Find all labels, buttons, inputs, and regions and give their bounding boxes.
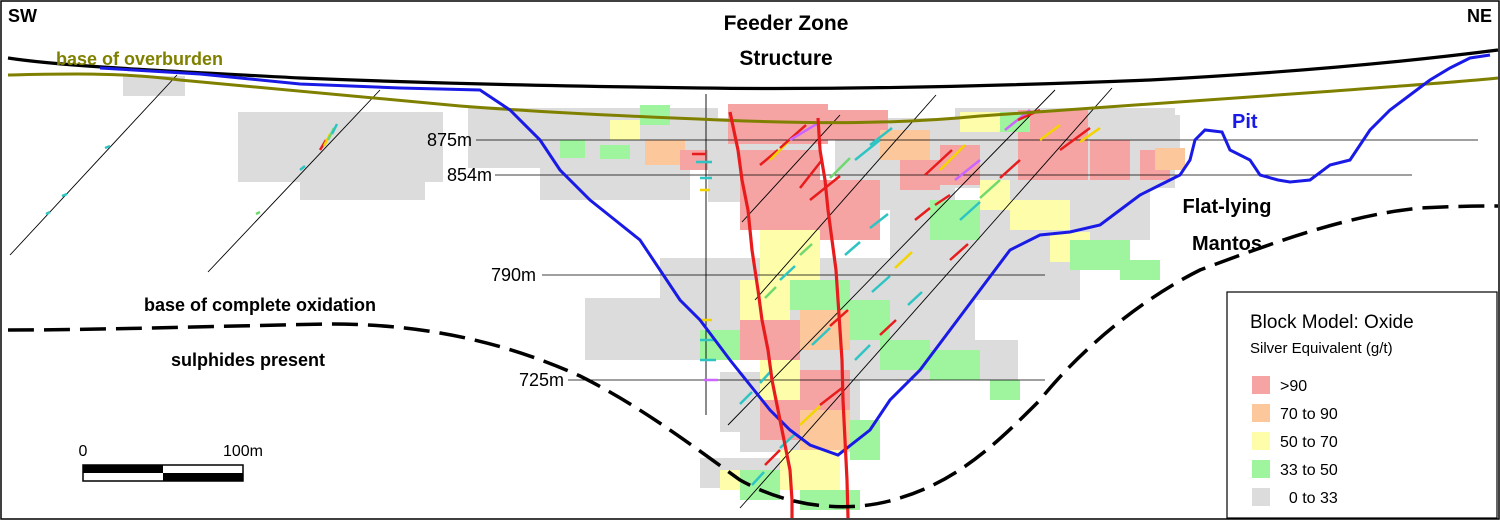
title-line-1: Feeder Zone (724, 12, 849, 35)
pit-label: Pit (1232, 111, 1258, 133)
mantos-label-2: Mantos (1192, 233, 1262, 255)
scale-bar-segment-1 (83, 465, 163, 473)
oxidation-line (7, 204, 1499, 509)
feeder-structure-left (728, 111, 794, 518)
legend-box (1226, 291, 1498, 519)
level-label-875: 875m (427, 130, 472, 150)
legend-swatch (1252, 404, 1270, 422)
scale-bar: 0 100m (79, 443, 263, 482)
level-label-854: 854m (447, 165, 492, 185)
drill-hole-4 (754, 94, 937, 301)
legend: Block Model: Oxide Silver Equivalent (g/… (1226, 291, 1498, 519)
legend-swatch (1252, 488, 1270, 506)
legend-label: 50 to 70 (1280, 434, 1338, 451)
block-model-low-grade (123, 76, 1180, 488)
compass-ne: NE (1467, 6, 1492, 26)
oxidation-label: base of complete oxidation (144, 295, 376, 315)
legend-swatch (1252, 376, 1270, 394)
mantos-label-1: Flat-lying (1183, 196, 1272, 218)
scale-bar-start: 0 (79, 443, 88, 460)
drill-hole-2 (207, 89, 381, 273)
drill-hole-5 (727, 89, 1056, 426)
scale-bar-segment-2 (163, 473, 243, 481)
legend-swatch (1252, 432, 1270, 450)
legend-label: 70 to 90 (1280, 406, 1338, 423)
sulphides-label: sulphides present (171, 350, 325, 370)
legend-subtitle: Silver Equivalent (g/t) (1250, 340, 1393, 357)
legend-label: >90 (1280, 378, 1307, 395)
level-label-790: 790m (491, 265, 536, 285)
overburden-label: base of overburden (56, 49, 223, 69)
legend-swatch (1252, 460, 1270, 478)
legend-items: >90 70 to 90 50 to 70 33 to 50 0 to 33 (1252, 376, 1338, 507)
pit-outline (99, 53, 1491, 457)
drill-hole-1 (9, 74, 178, 256)
legend-label: 33 to 50 (1280, 462, 1338, 479)
overburden-line (7, 72, 1499, 125)
drill-hole-3 (741, 114, 841, 223)
legend-label: 0 to 33 (1280, 490, 1338, 507)
scale-bar-end: 100m (223, 443, 263, 460)
feeder-structure-right (816, 117, 850, 519)
level-label-725: 725m (519, 370, 564, 390)
title-line-2: Structure (739, 47, 832, 70)
compass-sw: SW (8, 6, 37, 26)
legend-title: Block Model: Oxide (1250, 312, 1414, 333)
